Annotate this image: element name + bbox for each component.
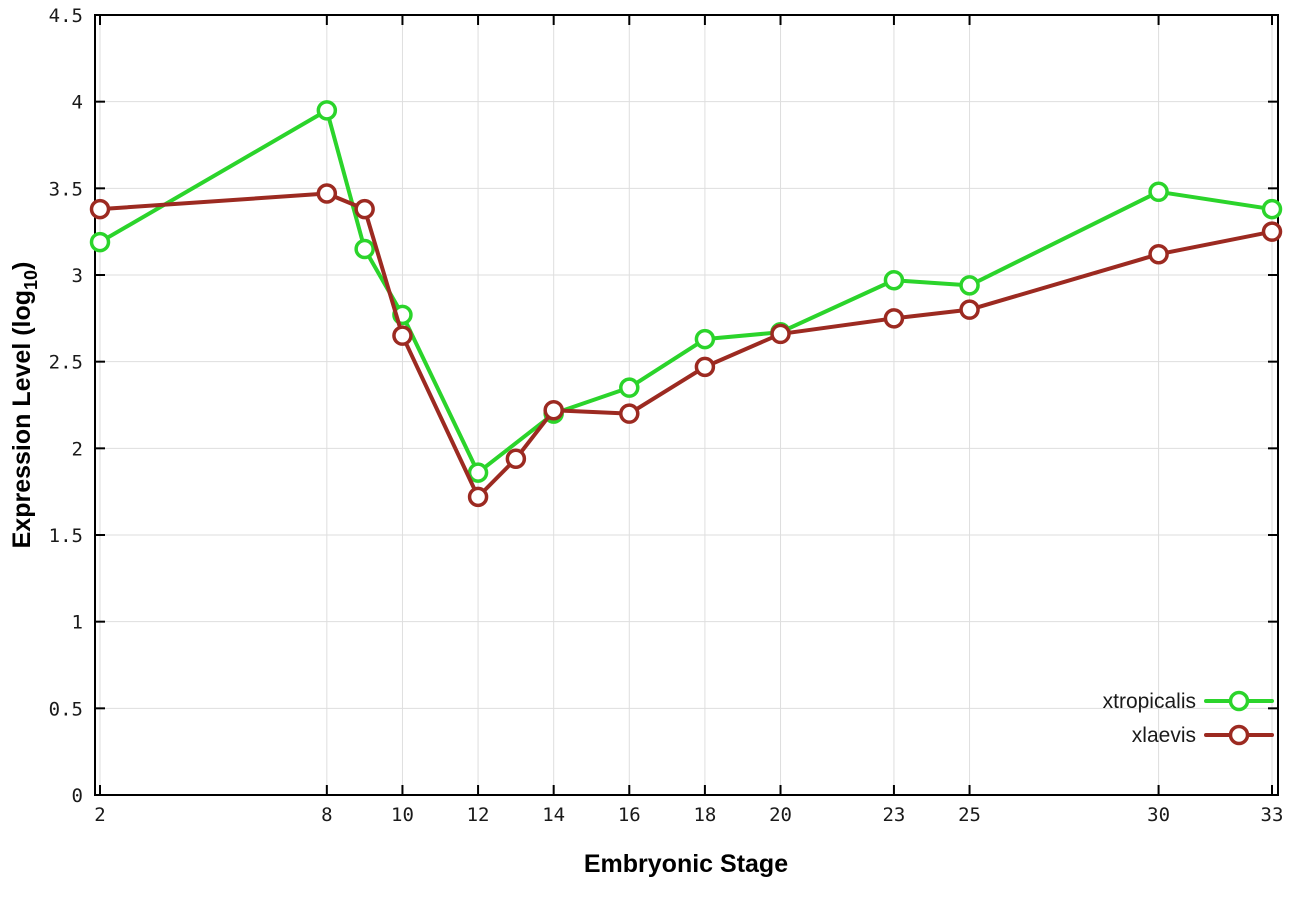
marker-xlaevis: [467, 486, 489, 508]
marker-xtropicalis: [316, 100, 338, 121]
marker-xtropicalis: [1148, 181, 1169, 203]
x-tick-label: 10: [391, 804, 414, 826]
y-tick-label: 4.5: [49, 5, 83, 27]
y-axis-title: Expression Level (log10): [8, 262, 41, 549]
x-tick-labels: 2 8 10 12 14 16 18 20 23 25 30 33: [94, 804, 1283, 826]
legend-marker-xtropicalis: [1228, 690, 1250, 712]
marker-xlaevis: [316, 183, 338, 204]
y-tick-label: 0.5: [49, 698, 83, 720]
marker-xlaevis: [89, 198, 111, 220]
y-tick-label: 3: [72, 265, 83, 287]
x-axis-title: Embryonic Stage: [584, 850, 788, 878]
series-line-xlaevis: [98, 191, 1274, 499]
axis-box: [94, 14, 1279, 796]
x-tick-label: 20: [769, 804, 792, 826]
x-tick-label: 8: [321, 804, 332, 826]
y-tick-label: 0: [72, 785, 83, 807]
x-tick-label: 12: [467, 804, 490, 826]
marker-xlaevis: [354, 198, 375, 220]
x-tick-label: 23: [882, 804, 905, 826]
x-tick-label: 33: [1261, 804, 1284, 826]
x-tick-label: 16: [618, 804, 641, 826]
marker-xlaevis: [1261, 221, 1283, 242]
x-tick-label: 2: [94, 804, 105, 826]
marker-xtropicalis: [467, 462, 489, 483]
marker-xtropicalis: [694, 328, 716, 350]
tick-marks: [95, 14, 1278, 796]
y-tick-label: 1: [72, 612, 83, 634]
x-tick-label: 30: [1147, 804, 1170, 826]
y-tick-label: 2: [72, 438, 83, 460]
marker-xlaevis: [505, 448, 527, 469]
y-tick-label: 2.5: [49, 352, 83, 374]
y-tick-labels: 0 0.5 1 1.5 2 2.5 3 3.5 4 4.5: [49, 5, 83, 807]
marker-xtropicalis: [959, 275, 980, 296]
marker-xtropicalis: [619, 377, 640, 398]
marker-xlaevis: [770, 323, 791, 345]
legend-label-xlaevis: xlaevis: [1132, 724, 1196, 747]
legend-label-xtropicalis: xtropicalis: [1103, 690, 1196, 713]
legend: xtropicalis xlaevis: [1103, 690, 1274, 747]
marker-xtropicalis: [354, 238, 375, 260]
marker-xlaevis: [883, 308, 905, 329]
marker-xlaevis: [1148, 243, 1169, 265]
marker-xlaevis: [392, 325, 413, 346]
y-tick-label: 1.5: [49, 525, 83, 547]
marker-xtropicalis: [883, 269, 905, 291]
y-tick-label: 3.5: [49, 178, 83, 200]
y-tick-label: 4: [72, 92, 83, 114]
marker-xlaevis: [694, 356, 716, 378]
series-xtropicalis: [89, 100, 1283, 483]
x-tick-label: 14: [542, 804, 565, 826]
marker-xtropicalis: [1261, 198, 1283, 220]
marker-xlaevis: [543, 399, 564, 421]
marker-xlaevis: [619, 403, 640, 424]
legend-marker-xlaevis: [1228, 724, 1250, 746]
marker-xlaevis: [959, 299, 980, 320]
series-xlaevis: [89, 183, 1283, 508]
x-tick-label: 25: [958, 804, 981, 826]
marker-xtropicalis: [89, 231, 111, 253]
x-tick-label: 18: [693, 804, 716, 826]
